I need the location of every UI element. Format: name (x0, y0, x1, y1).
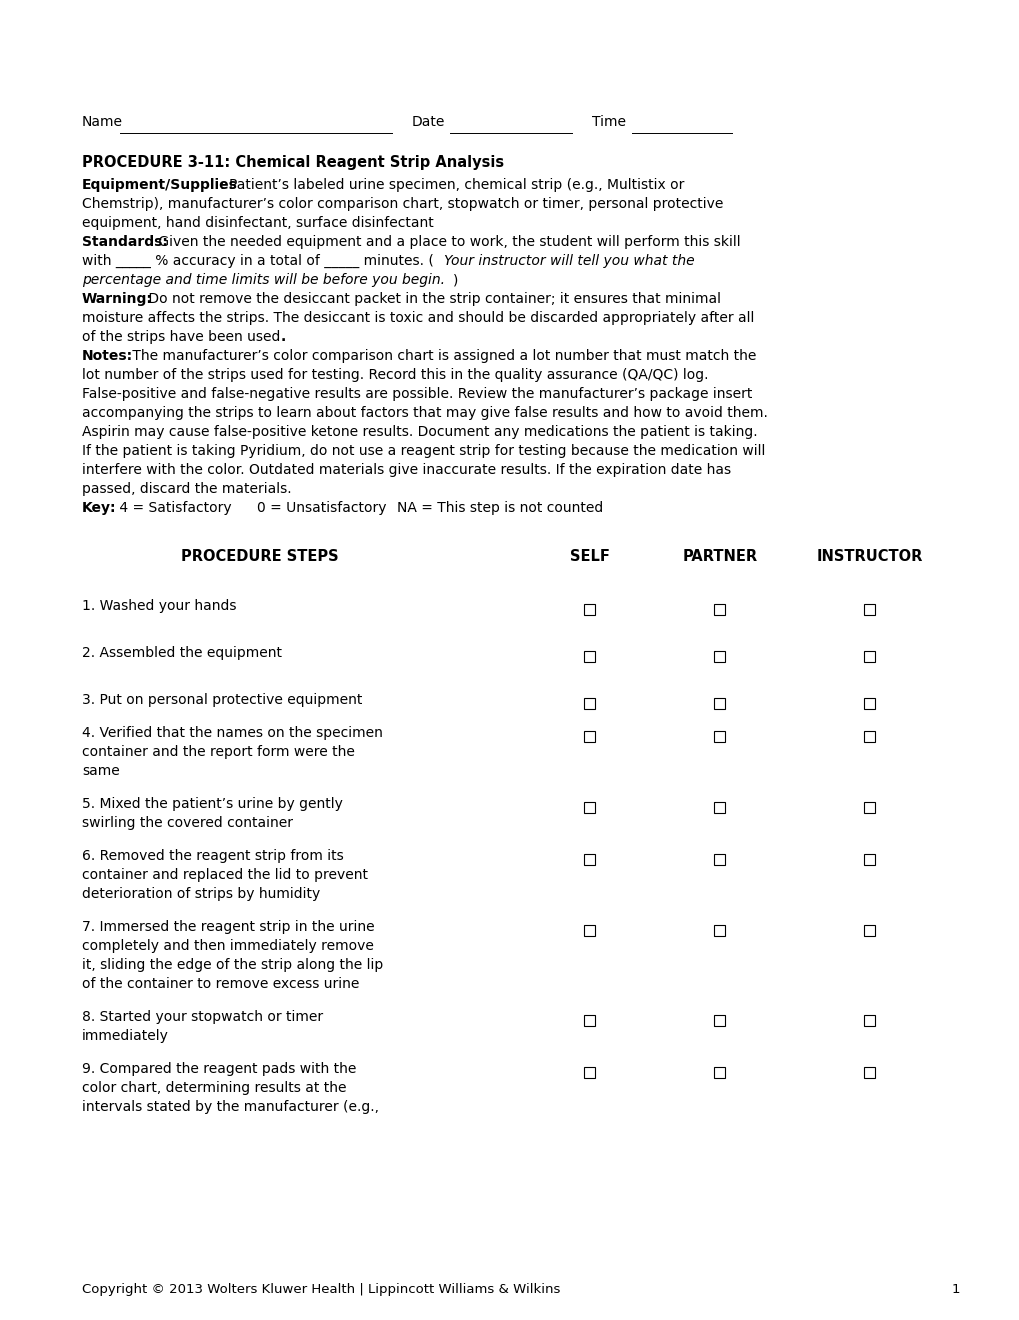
Bar (584, 801, 595, 813)
Text: .: . (280, 330, 286, 345)
Text: lot number of the strips used for testing. Record this in the quality assurance : lot number of the strips used for testin… (82, 368, 708, 381)
Bar (713, 801, 725, 813)
Bar (864, 651, 874, 661)
Text: percentage and time limits will be before you begin.: percentage and time limits will be befor… (82, 273, 444, 286)
Bar (864, 730, 874, 742)
Bar (713, 1067, 725, 1077)
Text: Your instructor will tell you what the: Your instructor will tell you what the (443, 253, 694, 268)
Bar (713, 603, 725, 615)
Bar (713, 854, 725, 865)
Text: 3. Put on personal protective equipment: 3. Put on personal protective equipment (82, 693, 362, 708)
Text: immediately: immediately (82, 1030, 169, 1043)
Text: False-positive and false-negative results are possible. Review the manufacturer’: False-positive and false-negative result… (82, 387, 752, 401)
Text: Notes:: Notes: (82, 348, 133, 363)
Bar (584, 651, 595, 661)
Bar (584, 924, 595, 936)
Bar (864, 924, 874, 936)
Bar (864, 1067, 874, 1077)
Text: interfere with the color. Outdated materials give inaccurate results. If the exp: interfere with the color. Outdated mater… (82, 463, 731, 477)
Bar (584, 603, 595, 615)
Text: moisture affects the strips. The desiccant is toxic and should be discarded appr: moisture affects the strips. The desicca… (82, 312, 754, 325)
Text: PROCEDURE STEPS: PROCEDURE STEPS (181, 549, 338, 564)
Text: container and the report form were the: container and the report form were the (82, 744, 355, 759)
Bar (864, 1015, 874, 1026)
Text: 6. Removed the reagent strip from its: 6. Removed the reagent strip from its (82, 849, 343, 863)
Text: The manufacturer’s color comparison chart is assigned a lot number that must mat: The manufacturer’s color comparison char… (127, 348, 756, 363)
Bar (713, 651, 725, 661)
Text: If the patient is taking Pyridium, do not use a reagent strip for testing becaus: If the patient is taking Pyridium, do no… (82, 444, 764, 458)
Bar (713, 697, 725, 709)
Text: 0 = Unsatisfactory: 0 = Unsatisfactory (257, 502, 386, 515)
Bar (713, 1015, 725, 1026)
Bar (584, 854, 595, 865)
Text: 8. Started your stopwatch or timer: 8. Started your stopwatch or timer (82, 1010, 323, 1024)
Text: it, sliding the edge of the strip along the lip: it, sliding the edge of the strip along … (82, 958, 383, 972)
Text: 4 = Satisfactory: 4 = Satisfactory (115, 502, 231, 515)
Bar (864, 801, 874, 813)
Text: SELF: SELF (570, 549, 609, 564)
Bar (713, 730, 725, 742)
Text: NA = This step is not counted: NA = This step is not counted (396, 502, 602, 515)
Text: completely and then immediately remove: completely and then immediately remove (82, 939, 374, 953)
Text: of the container to remove excess urine: of the container to remove excess urine (82, 977, 359, 991)
Bar (584, 730, 595, 742)
Text: 5. Mixed the patient’s urine by gently: 5. Mixed the patient’s urine by gently (82, 797, 342, 810)
Text: ): ) (452, 273, 458, 286)
Text: Standards:: Standards: (82, 235, 168, 249)
Text: of the strips have been used: of the strips have been used (82, 330, 280, 345)
Text: Name: Name (82, 115, 123, 129)
Text: PARTNER: PARTNER (682, 549, 757, 564)
Bar (584, 1067, 595, 1077)
Text: swirling the covered container: swirling the covered container (82, 816, 292, 830)
Text: passed, discard the materials.: passed, discard the materials. (82, 482, 291, 496)
Text: deterioration of strips by humidity: deterioration of strips by humidity (82, 887, 320, 902)
Text: with _____ % accuracy in a total of _____ minutes. (: with _____ % accuracy in a total of ____… (82, 253, 433, 268)
Bar (713, 924, 725, 936)
Text: 9. Compared the reagent pads with the: 9. Compared the reagent pads with the (82, 1063, 356, 1076)
Text: Copyright © 2013 Wolters Kluwer Health | Lippincott Williams & Wilkins: Copyright © 2013 Wolters Kluwer Health |… (82, 1283, 559, 1296)
Text: Time: Time (591, 115, 626, 129)
Text: Date: Date (412, 115, 445, 129)
Text: 1. Washed your hands: 1. Washed your hands (82, 599, 236, 612)
Text: : Patient’s labeled urine specimen, chemical strip (e.g., Multistix or: : Patient’s labeled urine specimen, chem… (220, 178, 684, 191)
Text: color chart, determining results at the: color chart, determining results at the (82, 1081, 346, 1096)
Text: Equipment/Supplies: Equipment/Supplies (82, 178, 237, 191)
Text: INSTRUCTOR: INSTRUCTOR (816, 549, 922, 564)
Text: 1: 1 (951, 1283, 959, 1296)
Text: Do not remove the desiccant packet in the strip container; it ensures that minim: Do not remove the desiccant packet in th… (144, 292, 720, 306)
Text: container and replaced the lid to prevent: container and replaced the lid to preven… (82, 869, 368, 882)
Text: Key:: Key: (82, 502, 116, 515)
Bar (584, 697, 595, 709)
Bar (864, 603, 874, 615)
Bar (584, 1015, 595, 1026)
Text: accompanying the strips to learn about factors that may give false results and h: accompanying the strips to learn about f… (82, 407, 767, 420)
Text: Given the needed equipment and a place to work, the student will perform this sk: Given the needed equipment and a place t… (154, 235, 740, 249)
Text: PROCEDURE 3-11: Chemical Reagent Strip Analysis: PROCEDURE 3-11: Chemical Reagent Strip A… (82, 154, 503, 170)
Bar (864, 854, 874, 865)
Text: intervals stated by the manufacturer (e.g.,: intervals stated by the manufacturer (e.… (82, 1100, 379, 1114)
Text: 7. Immersed the reagent strip in the urine: 7. Immersed the reagent strip in the uri… (82, 920, 374, 935)
Text: Chemstrip), manufacturer’s color comparison chart, stopwatch or timer, personal : Chemstrip), manufacturer’s color compari… (82, 197, 722, 211)
Text: same: same (82, 764, 119, 777)
Text: 2. Assembled the equipment: 2. Assembled the equipment (82, 645, 281, 660)
Text: Warning:: Warning: (82, 292, 153, 306)
Text: 4. Verified that the names on the specimen: 4. Verified that the names on the specim… (82, 726, 382, 741)
Text: Aspirin may cause false-positive ketone results. Document any medications the pa: Aspirin may cause false-positive ketone … (82, 425, 757, 440)
Text: equipment, hand disinfectant, surface disinfectant: equipment, hand disinfectant, surface di… (82, 216, 433, 230)
Bar (864, 697, 874, 709)
